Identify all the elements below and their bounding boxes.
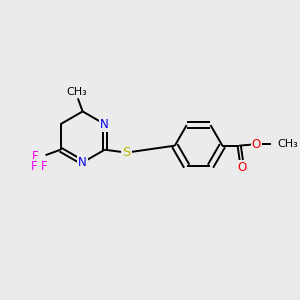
Text: O: O <box>252 138 261 151</box>
Text: N: N <box>100 118 109 131</box>
Text: F: F <box>41 160 47 173</box>
Text: F: F <box>31 160 37 173</box>
Text: S: S <box>122 146 131 159</box>
Text: CH₃: CH₃ <box>67 87 88 98</box>
Text: F: F <box>32 150 39 163</box>
Text: N: N <box>78 156 87 169</box>
Text: O: O <box>237 161 246 174</box>
Text: CH₃: CH₃ <box>278 139 298 149</box>
